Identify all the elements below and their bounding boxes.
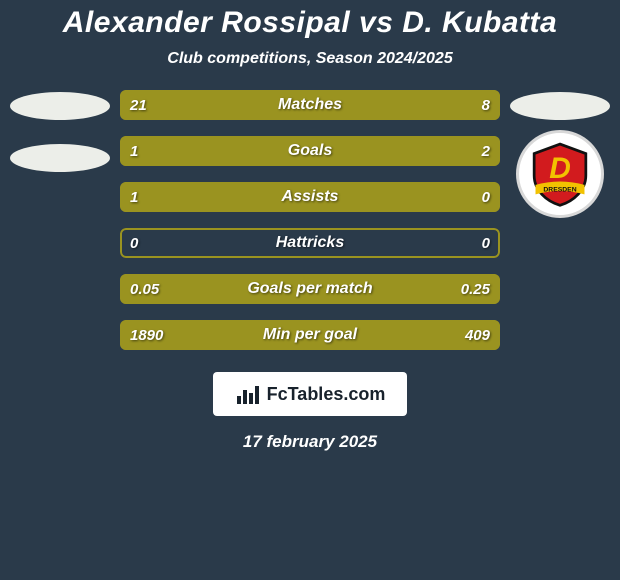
page-title: Alexander Rossipal vs D. Kubatta xyxy=(63,6,557,40)
stat-fill-left xyxy=(120,90,394,120)
brand-text: FcTables.com xyxy=(267,384,386,405)
stat-value-left: 1 xyxy=(120,182,148,212)
page-subtitle: Club competitions, Season 2024/2025 xyxy=(167,50,452,68)
stat-value-left: 1890 xyxy=(120,320,173,350)
stat-bar-hattricks: 0 0Hattricks xyxy=(120,228,500,258)
bar-chart-icon xyxy=(235,382,259,406)
right-player-column: D DRESDEN xyxy=(500,90,620,218)
date-text: 17 february 2025 xyxy=(243,432,377,452)
comparison-infographic: Alexander Rossipal vs D. Kubatta Club co… xyxy=(0,0,620,580)
stat-value-left: 1 xyxy=(120,136,148,166)
stat-fill-right xyxy=(245,136,500,166)
player-photo-placeholder xyxy=(10,92,110,120)
stat-bar-matches: 218Matches xyxy=(120,90,500,120)
stat-value-left: 21 xyxy=(120,90,157,120)
stat-label: Hattricks xyxy=(120,228,500,258)
stat-value-right: 0 xyxy=(472,182,500,212)
club-logo-placeholder xyxy=(10,144,110,172)
stat-value-right: 8 xyxy=(472,90,500,120)
stat-bar-goals: 12Goals xyxy=(120,136,500,166)
stat-value-left: 0.05 xyxy=(120,274,169,304)
stat-value-right: 0 xyxy=(472,228,500,258)
club-banner-text: DRESDEN xyxy=(543,187,576,194)
stat-bar-min-per-goal: 1890409Min per goal xyxy=(120,320,500,350)
stat-value-right: 2 xyxy=(472,136,500,166)
content-row: 218Matches12Goals10Assists00Hattricks0.0… xyxy=(0,90,620,350)
stat-bar-assists: 10Assists xyxy=(120,182,500,212)
stat-value-right: 0.25 xyxy=(451,274,500,304)
player-photo-placeholder xyxy=(510,92,610,120)
stats-bars: 218Matches12Goals10Assists00Hattricks0.0… xyxy=(120,90,500,350)
brand-badge: FcTables.com xyxy=(213,372,408,416)
stat-value-right: 409 xyxy=(455,320,500,350)
stat-fill-left xyxy=(120,182,500,212)
stat-value-left: 0 xyxy=(120,228,148,258)
shield-icon: D DRESDEN xyxy=(526,140,594,208)
club-letter: D xyxy=(549,152,571,185)
left-player-column xyxy=(0,90,120,172)
stat-bar-goals-per-match: 0.050.25Goals per match xyxy=(120,274,500,304)
stat-border xyxy=(120,228,500,258)
club-logo-dresden: D DRESDEN xyxy=(516,130,604,218)
